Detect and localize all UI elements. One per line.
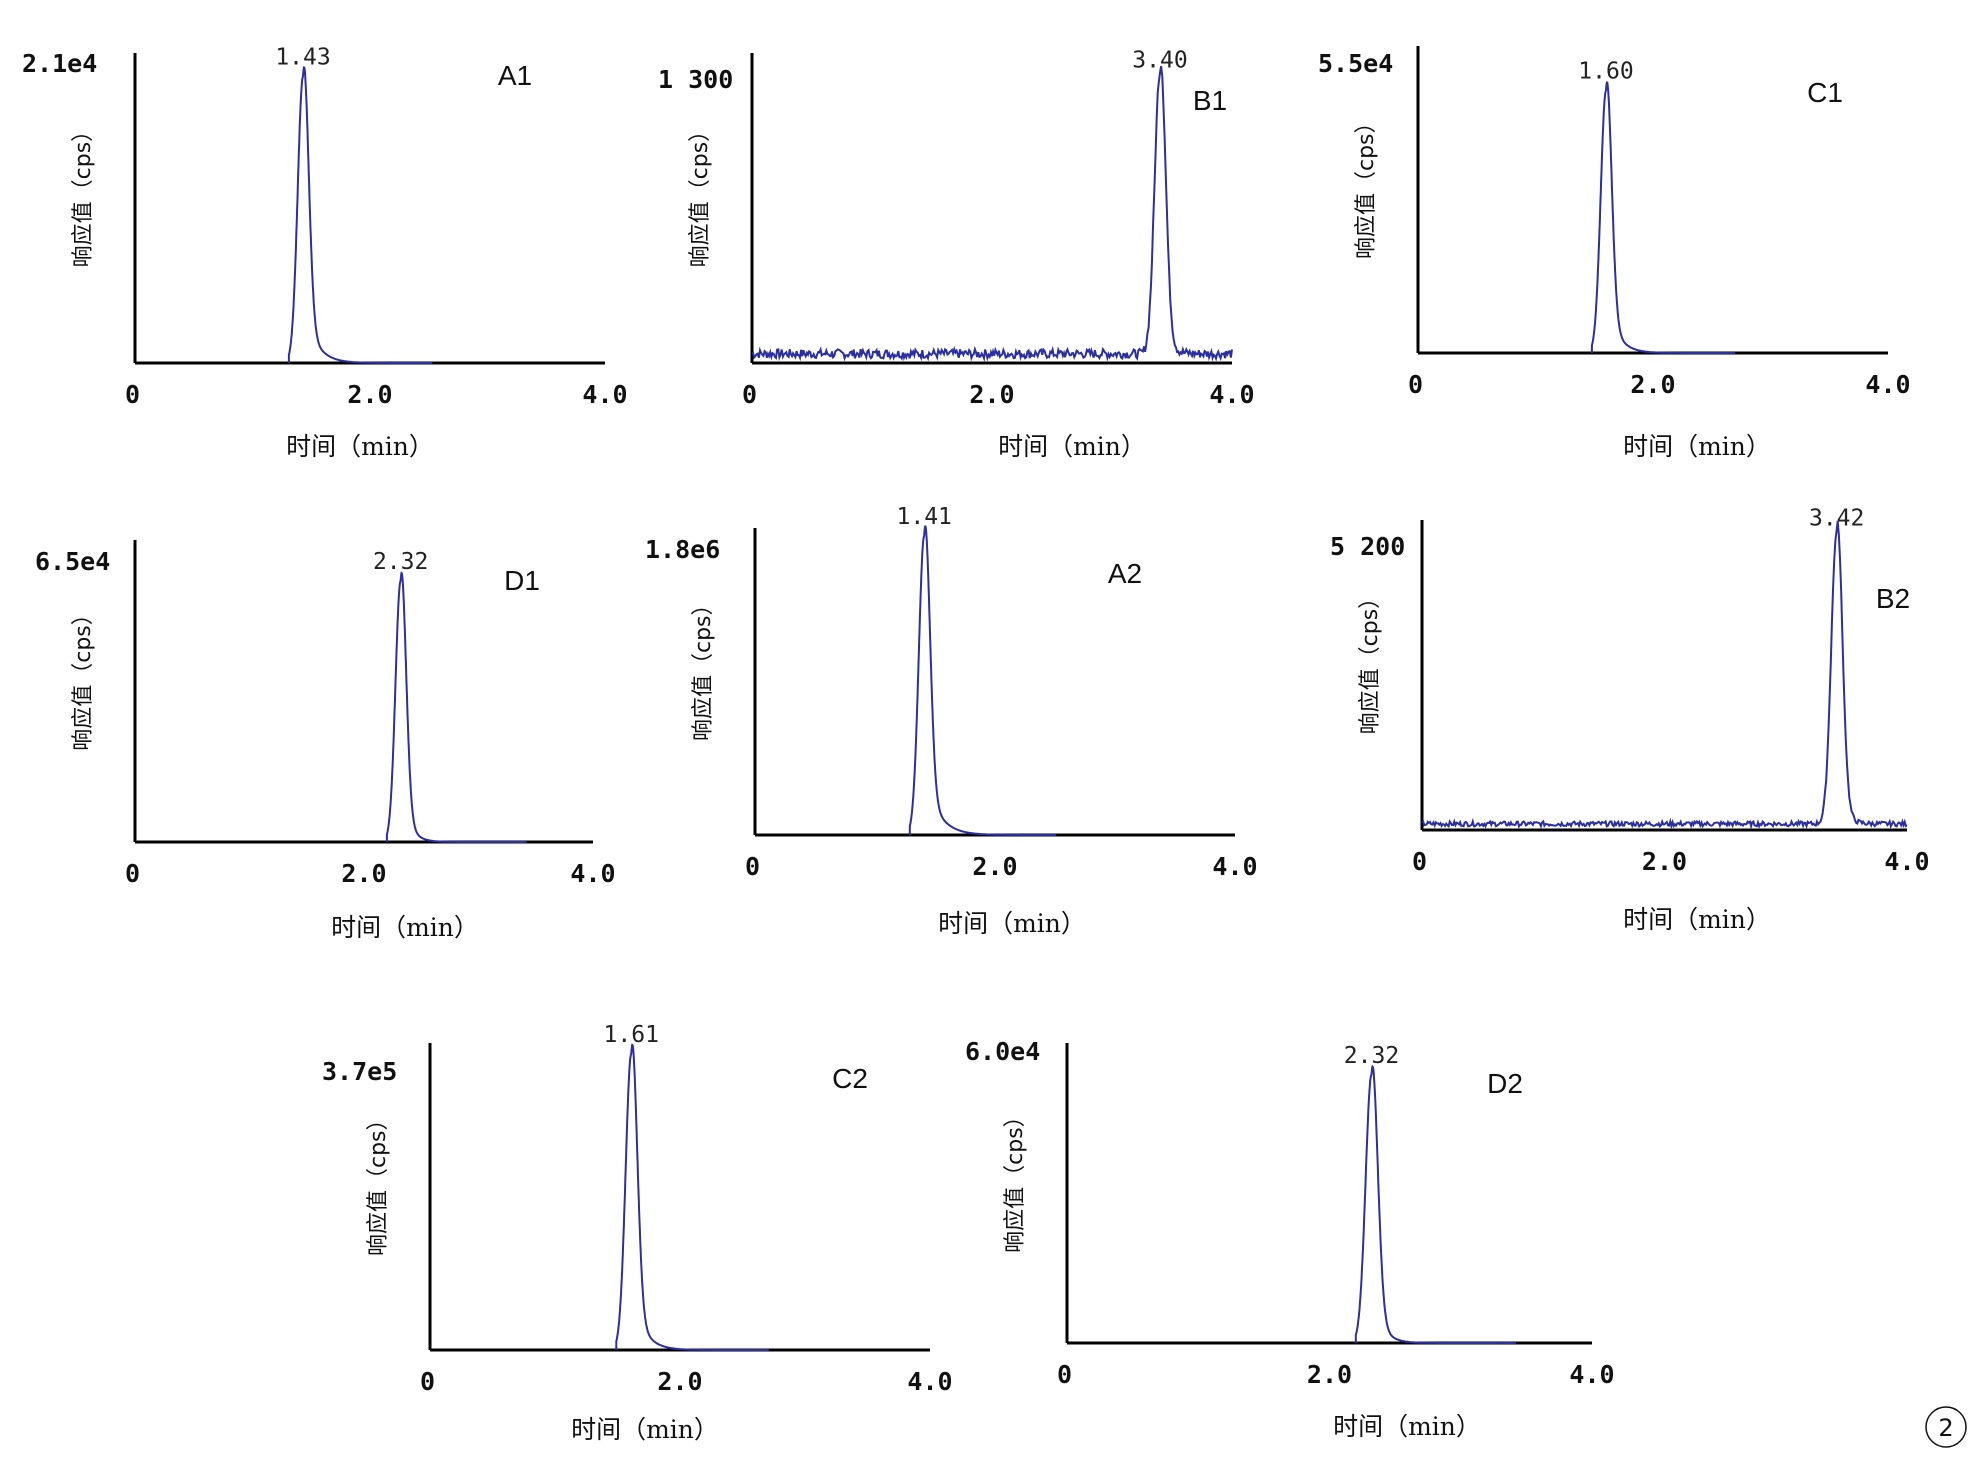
y-max-label: 2.1e4 bbox=[22, 49, 97, 78]
x-tick-label: 2.0 bbox=[657, 1367, 702, 1396]
peak-label: 3.40 bbox=[1132, 48, 1187, 74]
y-max-label: 3.7e5 bbox=[322, 1057, 397, 1086]
chromatogram-panel-A1: 2.1e4 0 2.0 4.0 时间（min） 响应值（cps） A1 1.43 bbox=[22, 45, 628, 461]
x-tick-label: 0 bbox=[742, 380, 757, 409]
chromatogram-trace bbox=[1421, 520, 1908, 830]
peak-label: 2.32 bbox=[1344, 1043, 1399, 1069]
y-max-label: 6.5e4 bbox=[35, 547, 110, 576]
figure-number-badge: 2 bbox=[1925, 1406, 1967, 1448]
x-tick-label: 0 bbox=[1412, 847, 1427, 876]
x-tick-label: 4.0 bbox=[1209, 380, 1254, 409]
chromatogram-trace bbox=[287, 66, 433, 364]
panel-label: D2 bbox=[1487, 1068, 1523, 1099]
x-tick-label: 2.0 bbox=[1630, 370, 1675, 399]
panel-label: A2 bbox=[1108, 558, 1142, 589]
x-axis-title: 时间（min） bbox=[998, 432, 1146, 461]
x-tick-label: 0 bbox=[1408, 370, 1423, 399]
y-axis-title: 响应值（cps） bbox=[71, 603, 96, 751]
x-axis-title: 时间（min） bbox=[571, 1415, 719, 1444]
x-tick-label: 4.0 bbox=[582, 380, 627, 409]
y-axis-title: 响应值（cps） bbox=[1358, 587, 1383, 735]
chromatogram-panel-C2: 3.7e5 0 2.0 4.0 时间（min） 响应值（cps） C2 1.61 bbox=[322, 1022, 953, 1444]
y-axis-title: 响应值（cps） bbox=[1003, 1105, 1028, 1253]
chromatogram-trace bbox=[1354, 1064, 1516, 1344]
chromatogram-panel-B2: 5 200 0 2.0 4.0 时间（min） 响应值（cps） B2 3.42 bbox=[1330, 505, 1930, 934]
y-axis-title: 响应值（cps） bbox=[71, 120, 96, 268]
x-tick-label: 0 bbox=[420, 1367, 435, 1396]
panel-label: C1 bbox=[1807, 77, 1843, 108]
chromatogram-trace bbox=[385, 571, 527, 843]
x-tick-label: 0 bbox=[745, 852, 760, 881]
chromatogram-trace bbox=[1590, 81, 1736, 354]
y-axis-title: 响应值（cps） bbox=[691, 593, 716, 741]
panel-label: C2 bbox=[832, 1063, 868, 1094]
x-tick-label: 4.0 bbox=[570, 859, 615, 888]
x-tick-label: 0 bbox=[1057, 1360, 1072, 1389]
panel-label: B2 bbox=[1876, 583, 1910, 614]
x-tick-label: 2.0 bbox=[1642, 847, 1687, 876]
y-max-label: 6.0e4 bbox=[965, 1037, 1040, 1066]
peak-label: 1.43 bbox=[275, 45, 330, 71]
x-tick-label: 2.0 bbox=[972, 852, 1017, 881]
y-max-label: 1 300 bbox=[658, 65, 733, 94]
peak-label: 1.61 bbox=[604, 1022, 659, 1048]
x-axis-title: 时间（min） bbox=[1333, 1412, 1481, 1441]
x-tick-label: 2.0 bbox=[1307, 1360, 1352, 1389]
y-axis-title: 响应值（cps） bbox=[1354, 111, 1379, 259]
x-tick-label: 4.0 bbox=[1884, 847, 1929, 876]
chromatogram-panel-C1: 5.5e4 0 2.0 4.0 时间（min） 响应值（cps） C1 1.60 bbox=[1318, 46, 1911, 461]
chromatogram-panel-D2: 6.0e4 0 2.0 4.0 时间（min） 响应值（cps） D2 2.32 bbox=[965, 1037, 1615, 1441]
x-tick-label: 2.0 bbox=[341, 859, 386, 888]
peak-label: 1.60 bbox=[1578, 59, 1633, 85]
y-max-label: 5 200 bbox=[1330, 532, 1405, 561]
x-tick-label: 4.0 bbox=[907, 1367, 952, 1396]
x-axis-title: 时间（min） bbox=[1623, 432, 1771, 461]
x-tick-label: 4.0 bbox=[1569, 1360, 1614, 1389]
panel-label: A1 bbox=[498, 60, 532, 91]
chromatogram-panel-B1: 1 300 0 2.0 4.0 时间（min） 响应值（cps） B13.40 bbox=[658, 48, 1255, 461]
svg-text:2: 2 bbox=[1938, 1414, 1953, 1442]
y-max-label: 1.8e6 bbox=[645, 535, 720, 564]
x-tick-label: 2.0 bbox=[347, 380, 392, 409]
x-tick-label: 0 bbox=[125, 859, 140, 888]
chromatogram-panel-D1: 6.5e4 0 2.0 4.0 时间（min） 响应值（cps） D1 2.32 bbox=[35, 540, 616, 942]
x-tick-label: 0 bbox=[125, 380, 140, 409]
x-axis-title: 时间（min） bbox=[938, 909, 1086, 938]
y-max-label: 5.5e4 bbox=[1318, 49, 1393, 78]
chromatogram-trace bbox=[751, 66, 1233, 363]
peak-label: 2.32 bbox=[373, 549, 428, 575]
chromatogram-trace bbox=[615, 1043, 769, 1351]
x-tick-label: 2.0 bbox=[969, 380, 1014, 409]
peak-label: 1.41 bbox=[897, 504, 952, 530]
x-tick-label: 4.0 bbox=[1865, 370, 1910, 399]
peak-label: 3.42 bbox=[1809, 505, 1864, 531]
x-axis-title: 时间（min） bbox=[286, 432, 434, 461]
x-axis-title: 时间（min） bbox=[1623, 905, 1771, 934]
y-axis-title: 响应值（cps） bbox=[366, 1108, 391, 1256]
chromatogram-trace bbox=[908, 525, 1057, 836]
panel-label: B1 bbox=[1193, 85, 1227, 116]
x-tick-label: 4.0 bbox=[1212, 852, 1257, 881]
panel-label: D1 bbox=[504, 565, 540, 596]
y-axis-title: 响应值（cps） bbox=[688, 120, 713, 268]
x-axis-title: 时间（min） bbox=[331, 913, 479, 942]
chromatogram-panel-A2: 1.8e6 0 2.0 4.0 时间（min） 响应值（cps） A2 1.41 bbox=[645, 504, 1258, 938]
